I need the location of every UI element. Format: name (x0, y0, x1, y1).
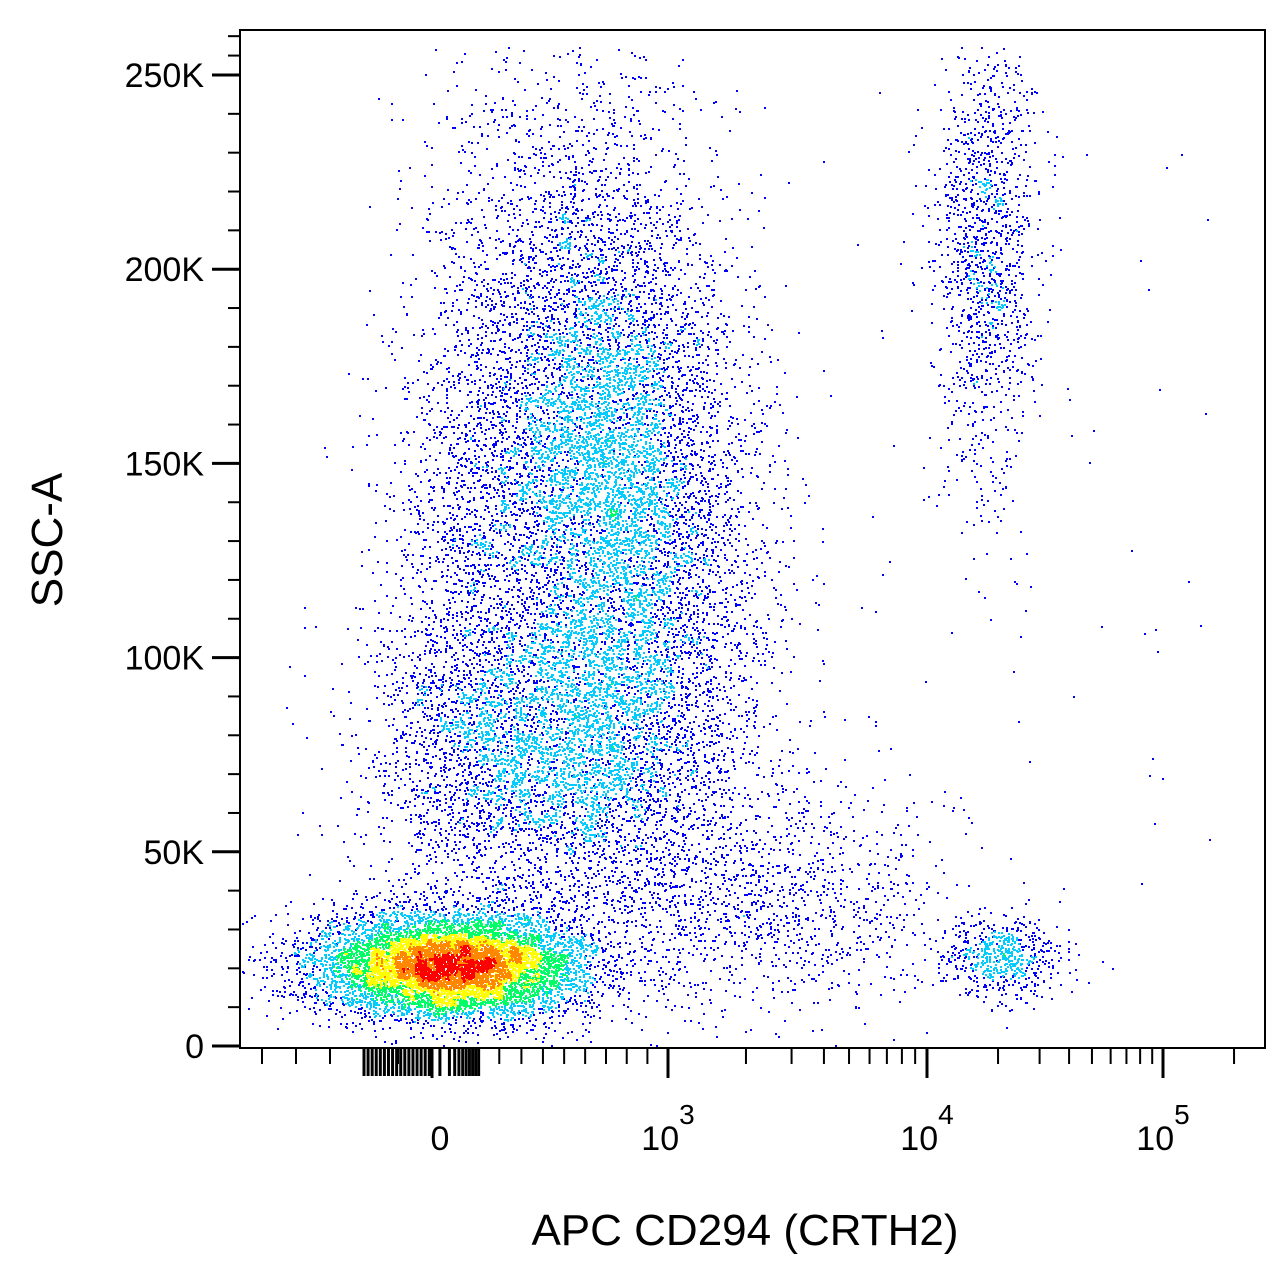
event-dots-density-band (376, 939, 523, 996)
plot-frame (239, 29, 1266, 1049)
y-tick-label: 150K (125, 445, 205, 483)
x-tick-label: 0 (431, 1120, 450, 1158)
x-tick-label: 105 (1136, 1099, 1189, 1158)
event-dots-density-band (344, 933, 542, 1008)
x-axis-label: APC CD294 (CRTH2) (531, 1206, 958, 1255)
y-tick-label: 100K (125, 640, 205, 678)
y-tick-label: 250K (125, 57, 205, 95)
event-dots-density-band (402, 945, 497, 983)
y-tick-label: 0 (185, 1028, 204, 1066)
y-axis: 0 50K 100K 150K 200K 250K (125, 35, 240, 1066)
y-tick-label: 200K (125, 251, 205, 289)
event-dots (242, 47, 1211, 1047)
event-dots-density-band (294, 137, 1037, 1024)
x-tick-label: 104 (900, 1099, 953, 1158)
x-axis: 0 103 104 105 (261, 1048, 1236, 1158)
event-dots-density-band (242, 47, 1211, 1047)
y-tick-label: 50K (144, 834, 205, 872)
x-tick-label: 103 (641, 1099, 694, 1158)
y-axis-label: SSC-A (23, 472, 72, 607)
